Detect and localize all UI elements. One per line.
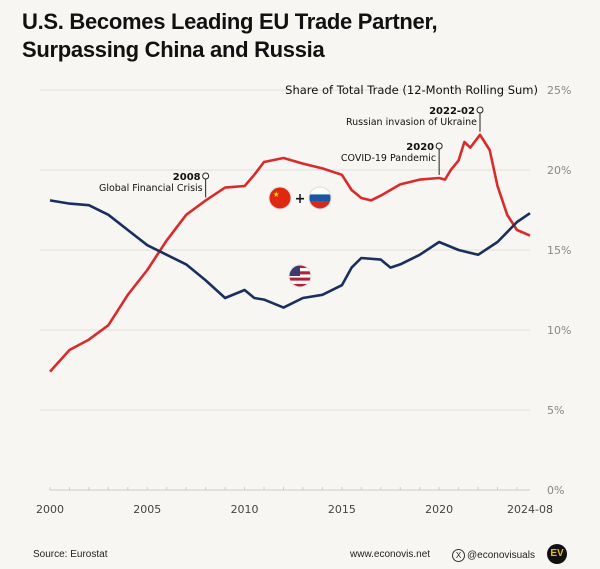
plus-sign: + [295,191,306,207]
x-tick-label: 2000 [36,503,64,516]
y-tick-label: 5% [547,404,564,417]
handle-text: @econovisuals [467,550,535,561]
annotation-text: COVID-19 Pandemic [341,153,436,164]
x-tick-label: 2024-08 [507,503,553,516]
usa-flag-icon [288,264,312,288]
x-tick-label: 2015 [328,503,356,516]
x-tick-label: 2010 [231,503,259,516]
y-tick-label: 25% [547,84,571,97]
website-link[interactable]: www.econovis.net [350,549,431,560]
annotation-marker [202,172,210,180]
y-tick-label: 20% [547,164,571,177]
title-line-1: U.S. Becomes Leading EU Trade Partner, [22,9,438,34]
x-tick-label: 2005 [133,503,161,516]
annotation-year: 2022-02 [429,106,475,117]
annotation-year: 2008 [173,172,201,183]
title-line-2: Surpassing China and Russia [22,37,325,62]
series-line-united-states [49,199,531,309]
annotation-marker [435,142,443,150]
y-tick-label: 0% [547,484,564,497]
svg-text:★: ★ [273,190,279,199]
x-tick-label: 2020 [425,503,453,516]
annotation-marker [476,106,484,114]
annotation-text: Global Financial Crisis [99,183,203,194]
annotation-text: Russian invasion of Ukraine [346,117,477,128]
y-tick-label: 15% [547,244,571,257]
social-handle[interactable]: X @econovisuals [452,549,535,562]
annotation-year: 2020 [406,142,434,153]
russia-flag-icon [308,186,332,210]
chart-subtitle: Share of Total Trade (12-Month Rolling S… [285,83,538,97]
source-label: Source: Eurostat [33,549,108,560]
y-tick-label: 10% [547,324,571,337]
china-flag-icon: ★ [268,186,292,210]
chart-title: U.S. Becomes Leading EU Trade Partner, S… [22,8,438,64]
econovis-logo: EV [547,544,567,564]
x-logo-icon: X [452,549,465,562]
